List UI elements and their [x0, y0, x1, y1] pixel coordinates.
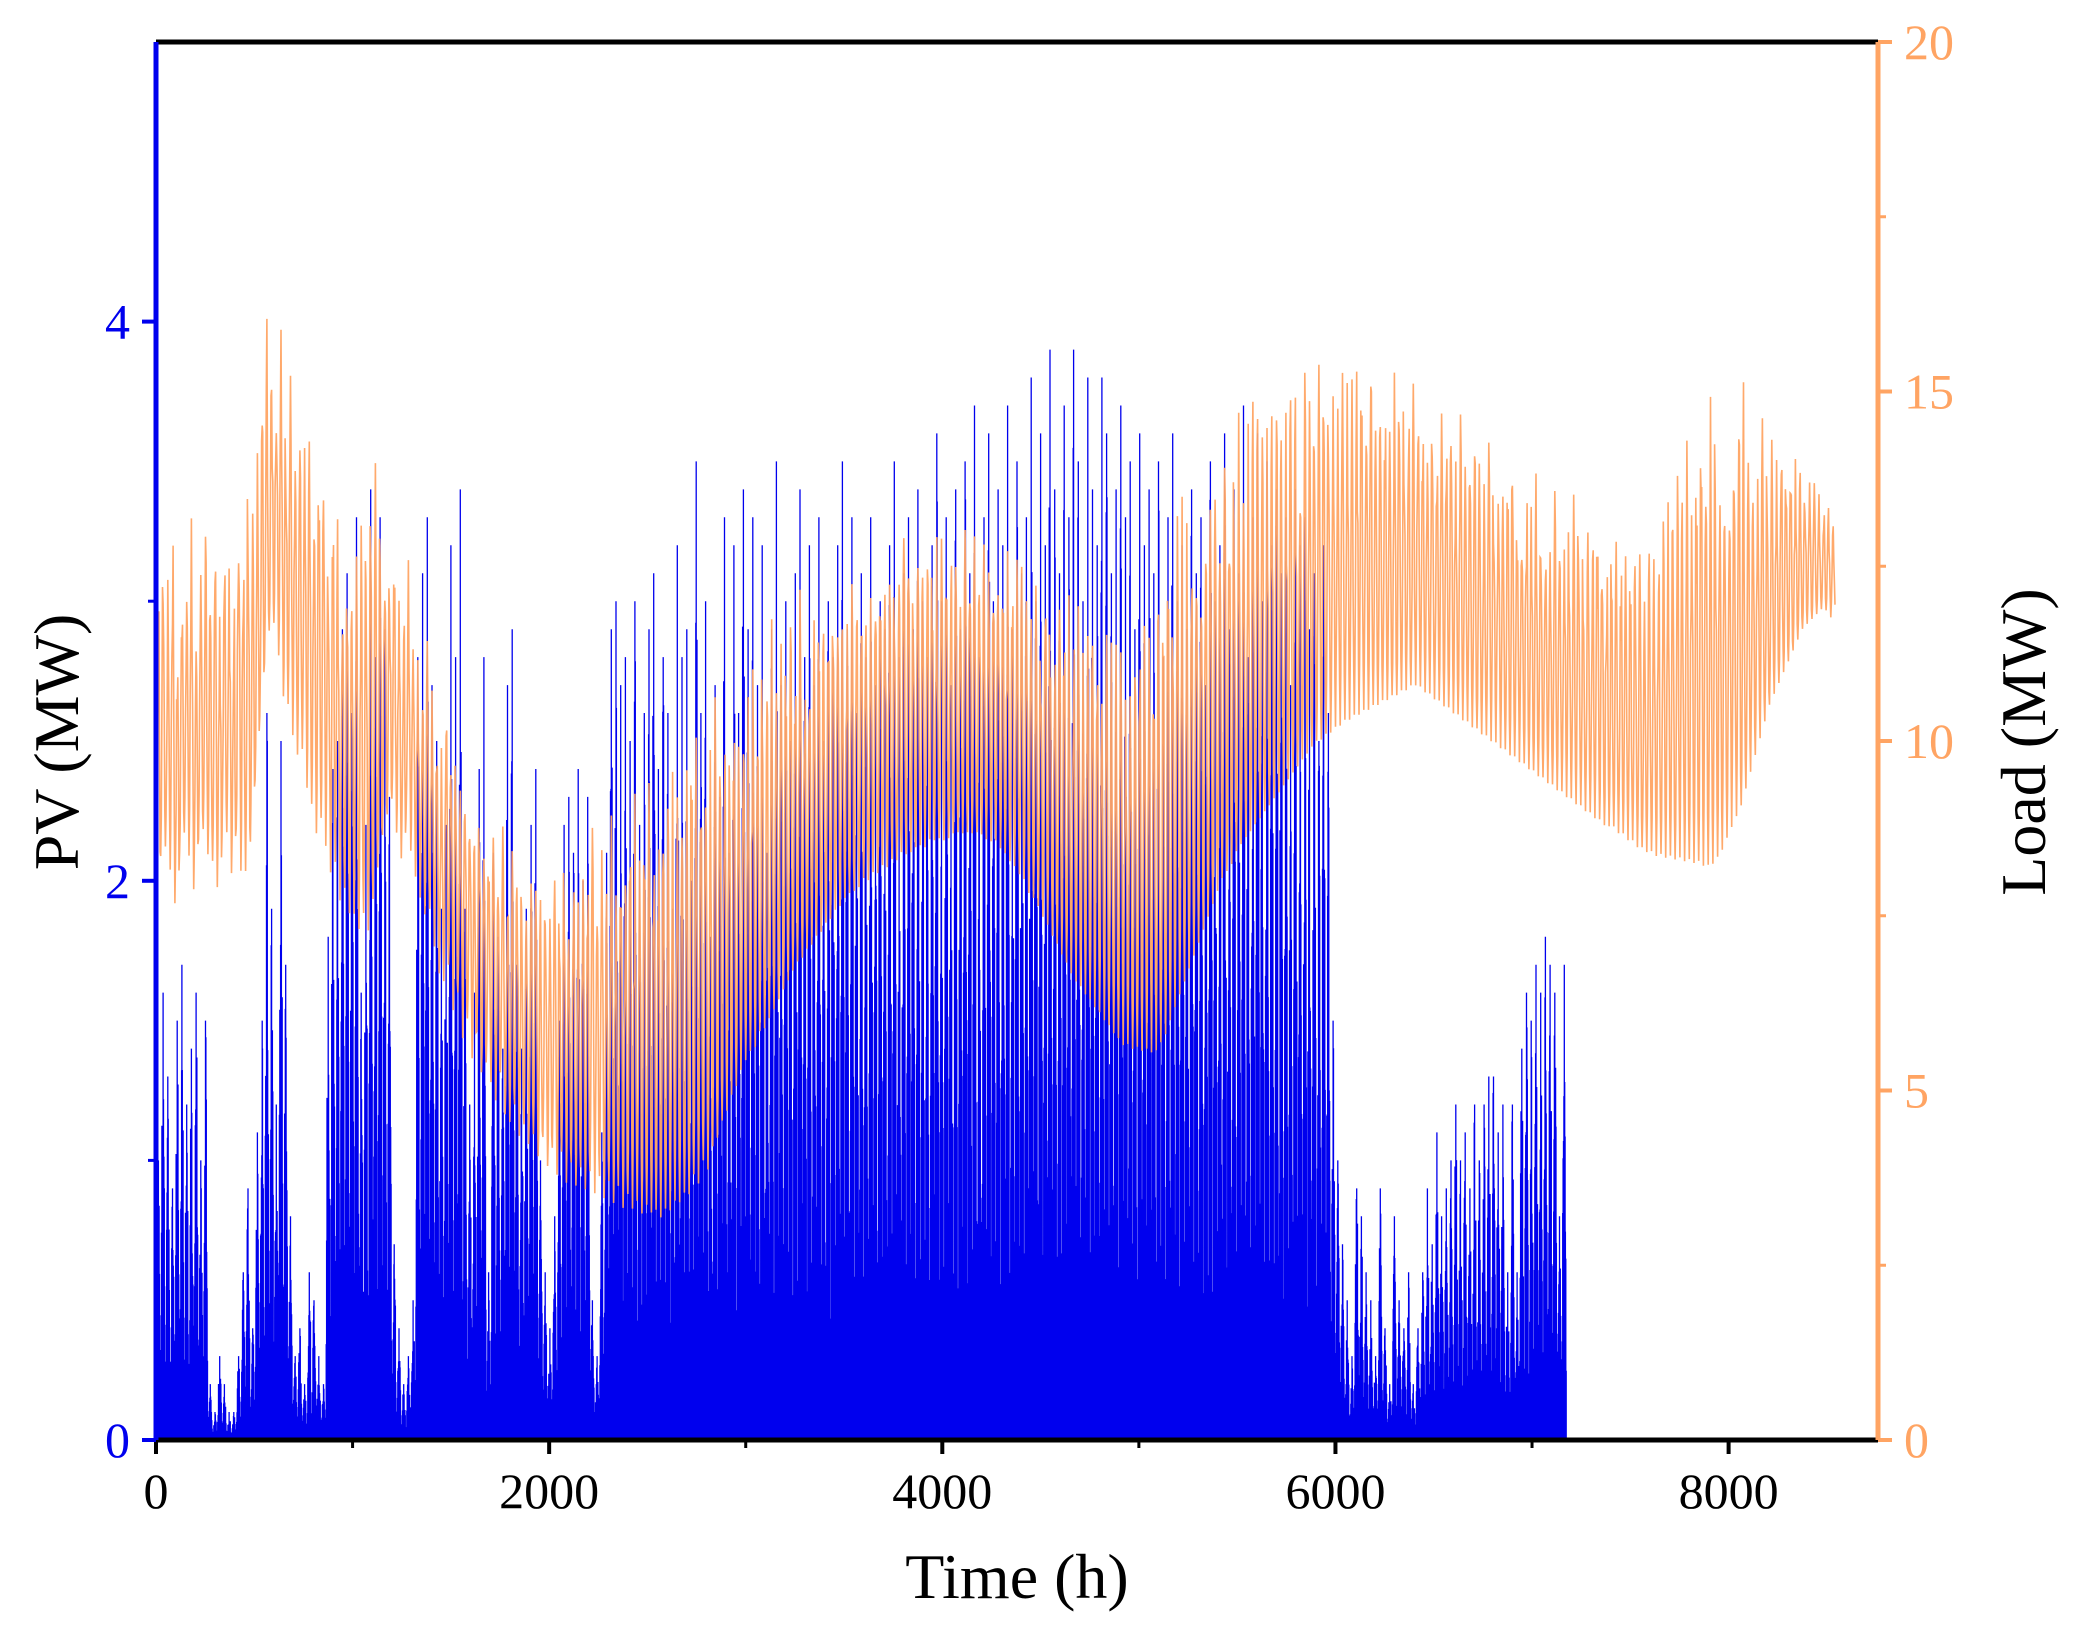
x-tick-label-8000: 8000 [1679, 1463, 1779, 1519]
x-tick-label-2000: 2000 [499, 1463, 599, 1519]
left-tick-label-4: 4 [105, 294, 130, 350]
load-series-line [155, 318, 1836, 1218]
right-tick-label-10: 10 [1904, 713, 1954, 769]
right-tick-label-20: 20 [1904, 14, 1954, 70]
series-layer [155, 318, 1836, 1440]
x-tick-label-4000: 4000 [892, 1463, 992, 1519]
x-tick-label-0: 0 [144, 1463, 169, 1519]
right-tick-label-0: 0 [1904, 1412, 1929, 1468]
left-tick-label-0: 0 [105, 1412, 130, 1468]
right-tick-label-5: 5 [1904, 1063, 1929, 1119]
right-axis-title: Load (MW) [1988, 588, 2059, 895]
left-tick-label-2: 2 [105, 853, 130, 909]
x-tick-label-6000: 6000 [1285, 1463, 1385, 1519]
pv-series-line [155, 349, 1567, 1440]
ticks-layer: 0 2000 4000 6000 8000 0 2 4 0 5 10 15 20 [105, 14, 1954, 1519]
left-axis-title: PV (MW) [21, 614, 92, 871]
x-axis-title: Time (h) [905, 1541, 1128, 1612]
right-tick-label-15: 15 [1904, 364, 1954, 420]
